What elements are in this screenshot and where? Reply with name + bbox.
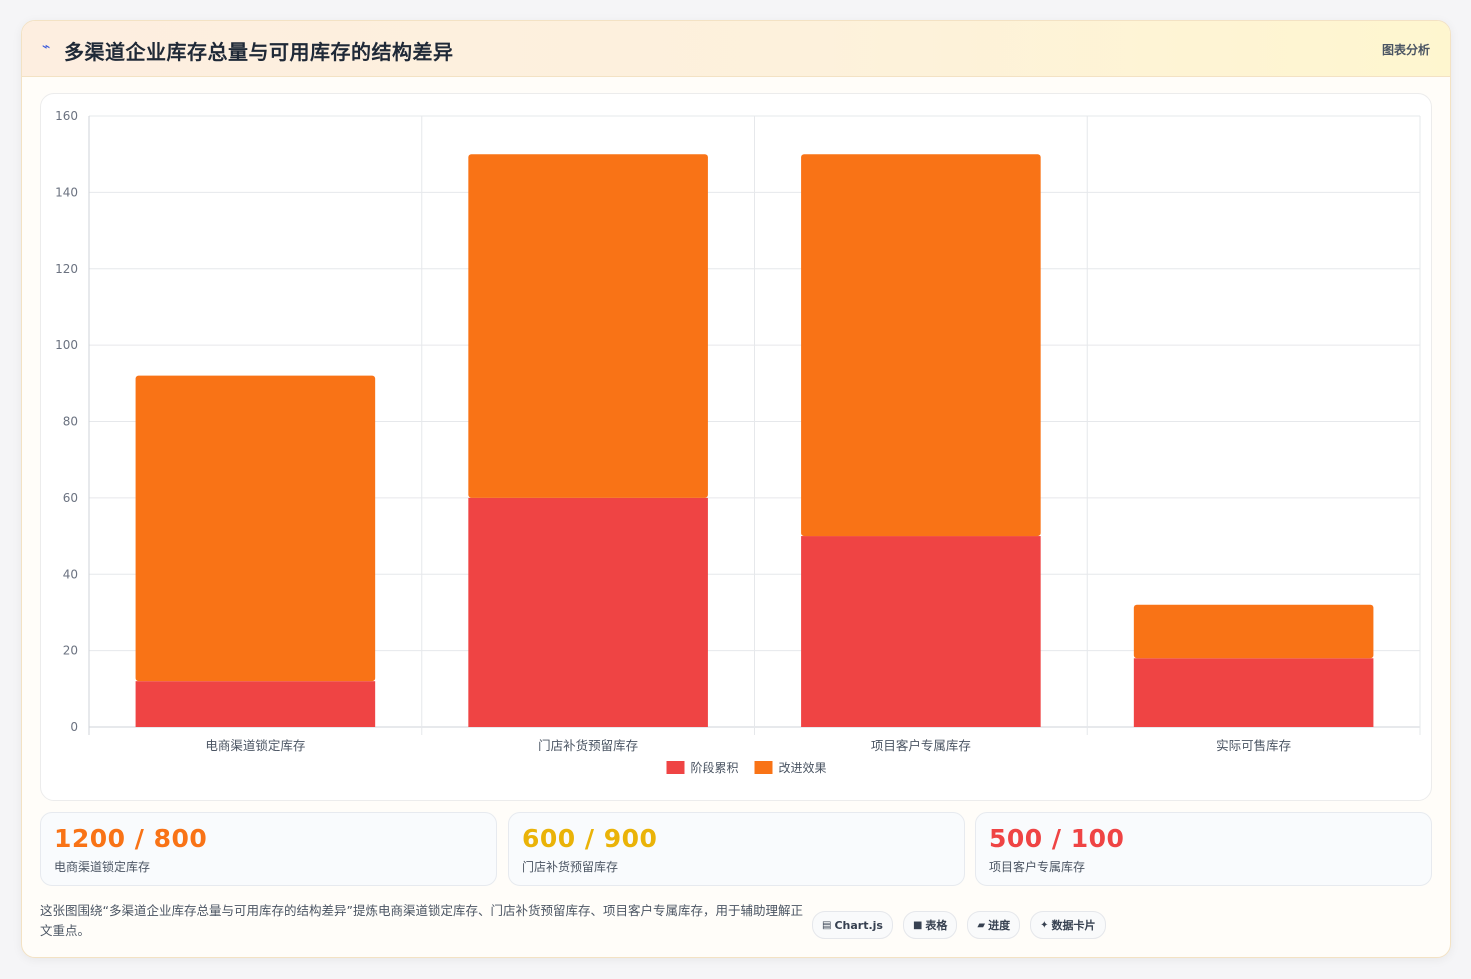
chart-panel: 0 20 40 60 80 100 120 140 160 电商渠道锁定库存 门店补货预留库存 项目客… (40, 93, 1432, 801)
chip-label: Chart.js (834, 918, 883, 932)
bar-segment (135, 681, 376, 727)
legend-swatch (754, 761, 773, 774)
x-tick-label: 电商渠道锁定库存 (205, 738, 305, 753)
bar-segment (801, 536, 1041, 727)
chart-card: ⌁ 多渠道企业库存总量与可用库存的结构差异 图表分析 0 20 40 60 80 100 1… (21, 20, 1451, 958)
y-tick-label: 60 (63, 491, 78, 505)
stat-label: 项目客户专属库存 (989, 860, 1086, 874)
card-icon: ✦ (1040, 919, 1049, 931)
chip-chartjs[interactable]: ▤ Chart.js (812, 911, 893, 939)
table-icon: ■ (912, 919, 923, 931)
chip-label: 进度 (988, 919, 1011, 932)
bar-segment (1133, 604, 1374, 659)
sparkline-icon: ⌁ (42, 39, 51, 55)
x-tick-label: 项目客户专属库存 (871, 738, 971, 753)
bar-segment (1133, 658, 1374, 727)
chip-table[interactable]: ■ 表格 (902, 911, 958, 939)
stat-value: 500 / 100 (989, 824, 1125, 853)
x-tick-label: 实际可售库存 (1216, 738, 1291, 753)
bar-segment (135, 375, 376, 682)
legend-swatch (666, 761, 685, 774)
x-tick-label: 门店补货预留库存 (538, 738, 638, 753)
bar-segment (801, 154, 1041, 537)
stat-card-project: 500 / 100 项目客户专属库存 (975, 812, 1432, 886)
chip-label: 表格 (925, 919, 948, 932)
chart-analysis-link[interactable]: 图表分析 (1381, 43, 1430, 57)
stat-value: 1200 / 800 (54, 824, 208, 853)
bar-segment (468, 497, 708, 727)
chart-icon: ▤ (822, 919, 832, 931)
stat-label: 电商渠道锁定库存 (54, 860, 151, 874)
card-header: ⌁ 多渠道企业库存总量与可用库存的结构差异 图表分析 (22, 21, 1450, 77)
y-tick-label: 140 (55, 185, 78, 199)
y-tick-label: 80 (63, 415, 78, 429)
stat-value: 600 / 900 (522, 824, 658, 853)
progress-icon: ▰ (977, 919, 986, 931)
legend-label: 阶段累积 (691, 760, 739, 775)
stat-card-ecommerce: 1200 / 800 电商渠道锁定库存 (40, 812, 497, 886)
stat-card-store: 600 / 900 门店补货预留库存 (508, 812, 965, 886)
chip-label: 数据卡片 (1051, 919, 1096, 932)
y-tick-label: 120 (55, 262, 78, 276)
stat-label: 门店补货预留库存 (522, 860, 619, 874)
chip-data-card[interactable]: ✦ 数据卡片 (1030, 911, 1106, 939)
page-title: 多渠道企业库存总量与可用库存的结构差异 (64, 40, 454, 64)
y-tick-label: 20 (63, 644, 78, 658)
stacked-bar-chart: 0 20 40 60 80 100 120 140 160 电商渠道锁定库存 门店补货预留库存 项目客… (55, 109, 1421, 775)
y-tick-label: 160 (55, 109, 78, 123)
legend-label: 改进效果 (779, 760, 827, 775)
bar-segment (468, 154, 708, 498)
tag-chips: ▤ Chart.js ■ 表格 ▰ 进度 ✦ 数据卡片 (812, 911, 1106, 939)
y-tick-label: 100 (55, 338, 78, 352)
y-tick-label: 40 (63, 567, 78, 581)
chart-description: 这张图围绕“多渠道企业库存总量与可用库存的结构差异”提炼电商渠道锁定库存、门店补… (40, 903, 803, 938)
y-tick-label: 0 (70, 720, 78, 734)
chip-progress[interactable]: ▰ 进度 (967, 911, 1021, 939)
